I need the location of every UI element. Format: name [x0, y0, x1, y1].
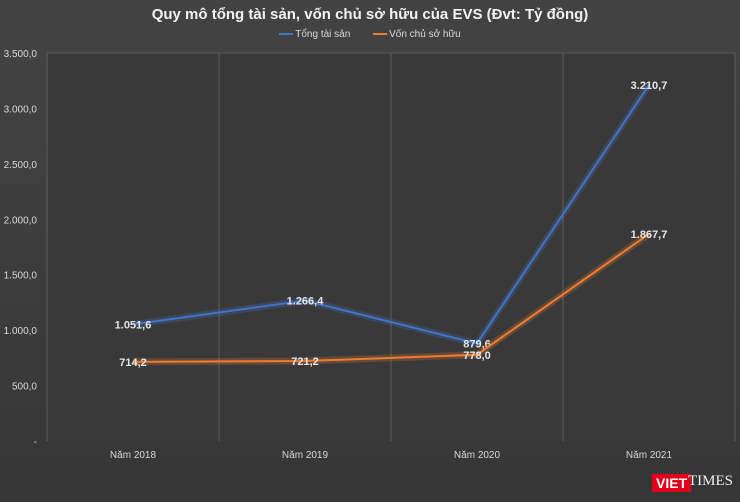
logo-viet: VIET: [652, 474, 692, 492]
y-tick-label: 2.500,0: [4, 160, 38, 171]
y-tick-label: -: [34, 437, 37, 448]
data-label: 879,6: [463, 338, 491, 350]
data-label: 3.210,7: [631, 80, 668, 92]
data-label: 1.867,7: [631, 229, 668, 241]
x-tick-label: Năm 2020: [454, 450, 501, 461]
series-line-0: [132, 84, 650, 345]
legend-label: Vốn chủ sở hữu: [389, 29, 461, 40]
data-label: 778,0: [463, 350, 491, 362]
data-label: 1.051,6: [115, 319, 152, 331]
y-tick-label: 1.500,0: [4, 271, 38, 282]
viettimes-logo: VIET TIMES: [648, 468, 738, 496]
data-label: 721,2: [291, 356, 319, 368]
data-label: 1.266,4: [287, 296, 325, 308]
y-tick-label: 3.500,0: [4, 49, 38, 60]
legend-label: Tổng tài sản: [295, 29, 351, 40]
y-tick-label: 500,0: [12, 382, 37, 393]
y-tick-label: 2.000,0: [4, 215, 38, 226]
series-line-1: [132, 233, 650, 363]
legend: Tổng tài sản Vốn chủ sở hữu: [0, 29, 740, 40]
logo-times: TIMES: [688, 473, 733, 489]
data-label: 714,2: [119, 357, 147, 369]
y-tick-label: 1.000,0: [4, 326, 38, 337]
x-tick-label: Năm 2018: [110, 450, 157, 461]
legend-item-total-assets: Tổng tài sản: [279, 29, 350, 40]
legend-item-equity: Vốn chủ sở hữu: [373, 29, 461, 40]
chart-title: Quy mô tổng tài sản, vốn chủ sở hữu của …: [151, 6, 589, 23]
x-tick-label: Năm 2021: [626, 450, 673, 461]
legend-swatch: [373, 33, 388, 36]
x-tick-label: Năm 2019: [282, 450, 329, 461]
legend-swatch: [279, 33, 294, 36]
y-tick-label: 3.000,0: [4, 104, 38, 115]
